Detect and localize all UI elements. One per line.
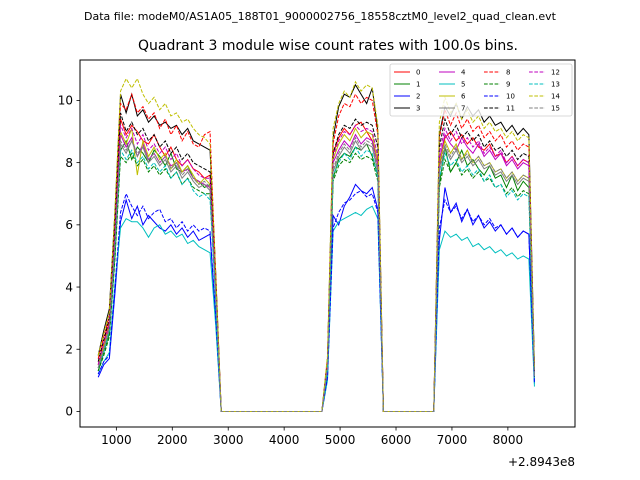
series-line-12 xyxy=(97,124,535,412)
figure-suptitle: Data file: modeM0/AS1A05_188T01_90000027… xyxy=(84,10,557,23)
legend-label-3: 3 xyxy=(416,105,420,113)
y-tick-label: 4 xyxy=(65,280,73,294)
legend-label-10: 10 xyxy=(506,93,515,101)
y-axis: 0 2 4 6 8 10 xyxy=(58,94,80,419)
x-tick-label: 8000 xyxy=(493,433,524,447)
legend-label-11: 11 xyxy=(506,105,515,113)
x-tick-label: 3000 xyxy=(213,433,244,447)
x-tick-label: 1000 xyxy=(101,433,132,447)
legend-label-9: 9 xyxy=(506,81,510,89)
legend-label-5: 5 xyxy=(461,81,465,89)
legend-box xyxy=(389,63,573,117)
x-tick-label: 4000 xyxy=(269,433,300,447)
x-tick-label: 2000 xyxy=(157,433,188,447)
axes-frame xyxy=(79,59,576,428)
y-tick-label: 0 xyxy=(65,405,73,419)
legend-label-0: 0 xyxy=(416,69,420,77)
legend-label-14: 14 xyxy=(551,93,560,101)
legend-label-8: 8 xyxy=(506,69,510,77)
series-line-15 xyxy=(97,136,535,412)
y-tick-label: 2 xyxy=(65,343,73,357)
x-tick-label: 7000 xyxy=(437,433,468,447)
x-tick-label: 5000 xyxy=(325,433,356,447)
plot-area xyxy=(79,59,576,428)
y-tick-label: 10 xyxy=(58,94,73,108)
x-tick-label: 6000 xyxy=(381,433,412,447)
x-axis: 1000 2000 3000 4000 5000 6000 7000 8000 xyxy=(101,427,523,447)
legend-label-1: 1 xyxy=(416,81,420,89)
legend-label-7: 7 xyxy=(461,105,465,113)
legend-label-13: 13 xyxy=(551,81,560,89)
x-offset-label: +2.8943e8 xyxy=(508,455,575,469)
y-tick-label: 8 xyxy=(65,156,73,170)
legend-label-4: 4 xyxy=(461,69,466,77)
legend-label-2: 2 xyxy=(416,93,420,101)
legend-label-15: 15 xyxy=(551,105,560,113)
legend-label-6: 6 xyxy=(461,93,466,101)
y-tick-label: 6 xyxy=(65,218,73,232)
chart-title: Quadrant 3 module wise count rates with … xyxy=(138,38,518,54)
legend-label-12: 12 xyxy=(551,69,560,77)
